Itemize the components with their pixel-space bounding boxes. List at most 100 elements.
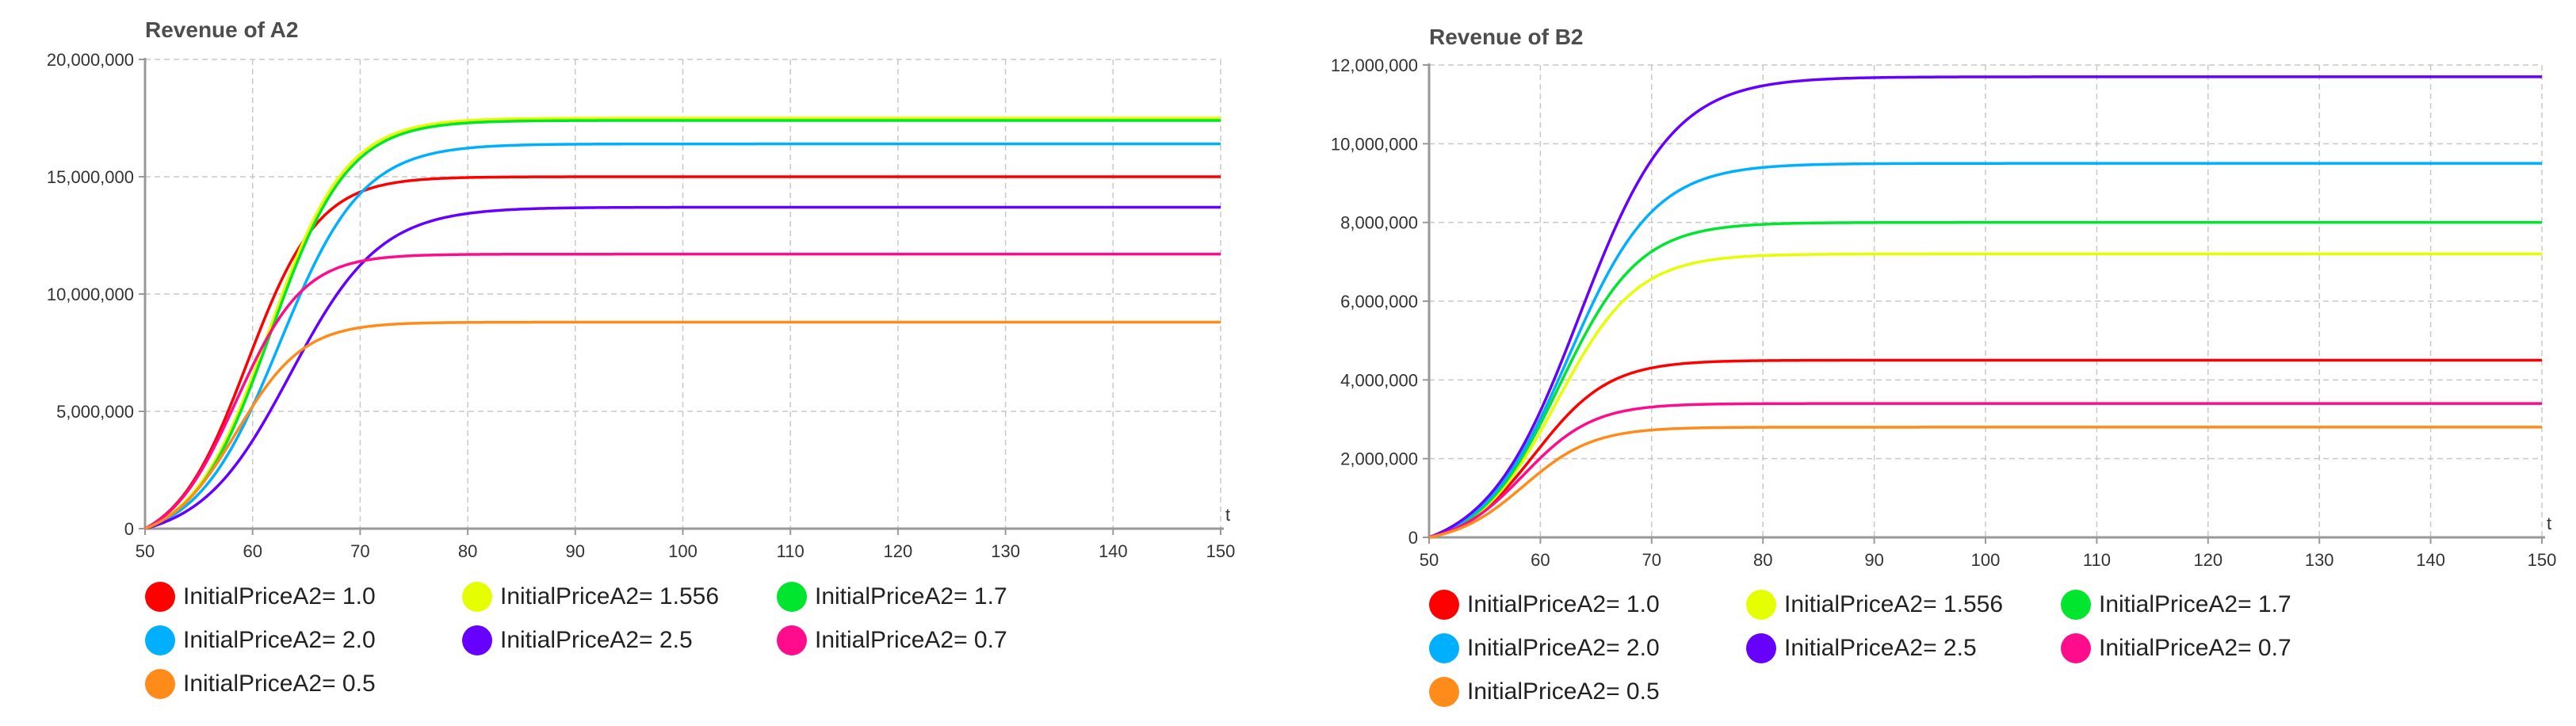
legend-revenue-b2: InitialPriceA2= 1.0 InitialPriceA2= 1.556… bbox=[1284, 0, 2576, 726]
y-tick-label: 12,000,000 bbox=[1331, 55, 1418, 75]
x-tick-label: 140 bbox=[1099, 541, 1128, 561]
legend-item[interactable]: InitialPriceA2= 0.5 bbox=[145, 667, 376, 701]
legend-label: InitialPriceA2= 2.5 bbox=[500, 627, 693, 653]
legend-swatch-icon bbox=[145, 669, 175, 699]
x-tick-label: 120 bbox=[2193, 550, 2222, 570]
legend-swatch-icon bbox=[777, 582, 807, 612]
series-line bbox=[1428, 426, 2542, 539]
x-tick-label: 130 bbox=[2305, 550, 2334, 570]
legend-label: InitialPriceA2= 0.7 bbox=[815, 627, 1007, 653]
chart-title: Revenue of B2 bbox=[1429, 25, 1584, 49]
x-tick-label: 120 bbox=[884, 541, 913, 561]
legend-swatch-icon bbox=[1429, 677, 1459, 707]
chart-revenue-a2: Revenue of A2 0 5,000,000 10,000,000 15,000,… bbox=[47, 17, 1236, 561]
legend-item[interactable]: InitialPriceA2= 2.0 bbox=[145, 624, 376, 657]
x-tick-label: 50 bbox=[136, 541, 155, 561]
x-tick-label: 150 bbox=[1206, 541, 1236, 561]
legend-swatch-icon bbox=[145, 582, 175, 612]
series-line bbox=[144, 142, 1221, 530]
legend-label: InitialPriceA2= 1.0 bbox=[183, 583, 376, 609]
legend-item[interactable]: InitialPriceA2= 1.0 bbox=[145, 580, 376, 613]
y-tick-label: 8,000,000 bbox=[1340, 213, 1418, 233]
legend-label: InitialPriceA2= 0.5 bbox=[1467, 678, 1660, 705]
x-tick-label: 80 bbox=[1753, 550, 1772, 570]
legend-item[interactable]: InitialPriceA2= 1.7 bbox=[2061, 588, 2291, 621]
y-tick-label: 0 bbox=[1408, 528, 1418, 548]
series-lines bbox=[1428, 75, 2542, 539]
series-line bbox=[1428, 358, 2542, 539]
legend-item[interactable]: InitialPriceA2= 0.7 bbox=[777, 624, 1007, 657]
x-tick-label: 130 bbox=[991, 541, 1020, 561]
y-tick-label: 5,000,000 bbox=[56, 402, 134, 422]
legend-item[interactable]: InitialPriceA2= 0.5 bbox=[1429, 675, 1660, 709]
legend-label: InitialPriceA2= 0.5 bbox=[183, 671, 376, 697]
series-line bbox=[144, 175, 1221, 530]
x-tick-label: 60 bbox=[243, 541, 262, 561]
x-axis-label: t bbox=[2547, 514, 2551, 533]
series-line bbox=[1428, 220, 2542, 539]
legend-label: InitialPriceA2= 1.0 bbox=[1467, 591, 1660, 617]
series-lines bbox=[144, 117, 1221, 530]
legend-item[interactable]: InitialPriceA2= 1.556 bbox=[1746, 588, 2003, 621]
grid bbox=[1429, 64, 2543, 537]
y-tick-label: 10,000,000 bbox=[47, 285, 134, 304]
y-tick-label: 6,000,000 bbox=[1340, 292, 1418, 311]
legend-swatch-icon bbox=[2061, 633, 2091, 663]
legend-item[interactable]: InitialPriceA2= 1.556 bbox=[462, 580, 719, 613]
legend-item[interactable]: InitialPriceA2= 1.7 bbox=[777, 580, 1007, 613]
legend-swatch-icon bbox=[1429, 590, 1459, 620]
chart-title: Revenue of A2 bbox=[145, 17, 298, 42]
y-tick-label: 0 bbox=[124, 519, 134, 539]
x-tick-label: 90 bbox=[1864, 550, 1883, 570]
legend-item[interactable]: InitialPriceA2= 0.7 bbox=[2061, 632, 2291, 665]
legend-swatch-icon bbox=[462, 625, 492, 655]
x-tick-label: 90 bbox=[566, 541, 585, 561]
series-line bbox=[1428, 402, 2542, 539]
legend-swatch-icon bbox=[145, 625, 175, 655]
series-line bbox=[144, 117, 1221, 530]
y-tick-label: 2,000,000 bbox=[1340, 449, 1418, 469]
chart-revenue-b2: Revenue of B2 0 2,000,000 4,000,000 6,000,00… bbox=[1331, 25, 2556, 570]
x-tick-label: 50 bbox=[1420, 550, 1439, 570]
y-tick-label: 15,000,000 bbox=[47, 167, 134, 187]
legend-label: InitialPriceA2= 1.7 bbox=[815, 583, 1007, 609]
y-tick-label: 20,000,000 bbox=[47, 50, 134, 70]
legend-item[interactable]: InitialPriceA2= 1.0 bbox=[1429, 588, 1660, 621]
legend-swatch-icon bbox=[1429, 633, 1459, 663]
series-line bbox=[144, 320, 1221, 530]
x-tick-label: 140 bbox=[2416, 550, 2445, 570]
legend-label: InitialPriceA2= 2.5 bbox=[1784, 635, 1977, 661]
legend-label: InitialPriceA2= 2.0 bbox=[1467, 635, 1660, 661]
series-line bbox=[1428, 252, 2542, 539]
series-line bbox=[1428, 162, 2542, 539]
y-tick-label: 4,000,000 bbox=[1340, 370, 1418, 390]
legend-item[interactable]: InitialPriceA2= 2.5 bbox=[1746, 632, 1977, 665]
legend-swatch-icon bbox=[2061, 590, 2091, 620]
legend-item[interactable]: InitialPriceA2= 2.0 bbox=[1429, 632, 1660, 665]
legend-label: InitialPriceA2= 1.556 bbox=[500, 583, 720, 609]
y-tick-label: 10,000,000 bbox=[1331, 134, 1418, 154]
legend-swatch-icon bbox=[1746, 590, 1776, 620]
legend-label: InitialPriceA2= 2.0 bbox=[183, 627, 376, 653]
chart-panel-revenue-b2: Revenue of B2 0 2,000,000 4,000,000 6,000,00… bbox=[1284, 0, 2576, 726]
series-line bbox=[144, 119, 1221, 530]
series-line bbox=[144, 205, 1221, 530]
legend-item[interactable]: InitialPriceA2= 2.5 bbox=[462, 624, 693, 657]
x-tick-label: 100 bbox=[1971, 550, 2001, 570]
x-axis-label: t bbox=[1225, 505, 1230, 525]
series-line bbox=[1428, 75, 2542, 539]
legend-swatch-icon bbox=[777, 625, 807, 655]
legend-label: InitialPriceA2= 1.556 bbox=[1784, 591, 2004, 617]
x-tick-label: 70 bbox=[350, 541, 369, 561]
legend-label: InitialPriceA2= 0.7 bbox=[2099, 635, 2291, 661]
legend-label: InitialPriceA2= 1.7 bbox=[2099, 591, 2291, 617]
x-tick-label: 70 bbox=[1642, 550, 1661, 570]
series-line bbox=[144, 252, 1221, 530]
x-tick-label: 110 bbox=[2083, 550, 2111, 570]
legend-swatch-icon bbox=[1746, 633, 1776, 663]
x-tick-label: 80 bbox=[458, 541, 477, 561]
x-tick-label: 100 bbox=[668, 541, 698, 561]
x-tick-label: 60 bbox=[1531, 550, 1550, 570]
chart-panel-revenue-a2: Revenue of A2 0 5,000,000 10,000,000 15,000,… bbox=[0, 0, 1284, 726]
legend-revenue-a2: InitialPriceA2= 1.0 InitialPriceA2= 1.556… bbox=[0, 0, 1284, 726]
